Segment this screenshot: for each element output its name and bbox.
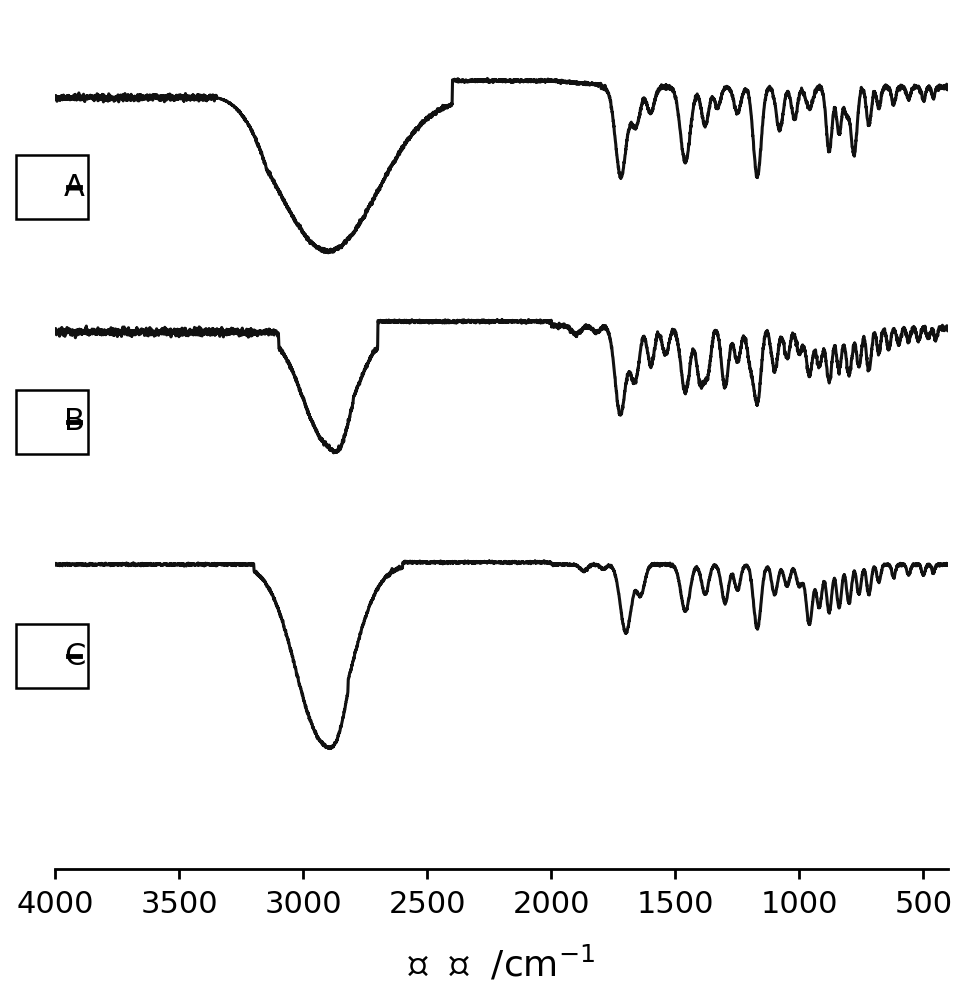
Text: A: A bbox=[64, 173, 85, 202]
Text: C: C bbox=[64, 642, 86, 671]
X-axis label: 波  数  /cm$^{-1}$: 波 数 /cm$^{-1}$ bbox=[408, 944, 595, 983]
FancyBboxPatch shape bbox=[16, 624, 88, 688]
Text: B: B bbox=[64, 407, 85, 436]
FancyBboxPatch shape bbox=[16, 390, 88, 454]
FancyBboxPatch shape bbox=[16, 155, 88, 219]
